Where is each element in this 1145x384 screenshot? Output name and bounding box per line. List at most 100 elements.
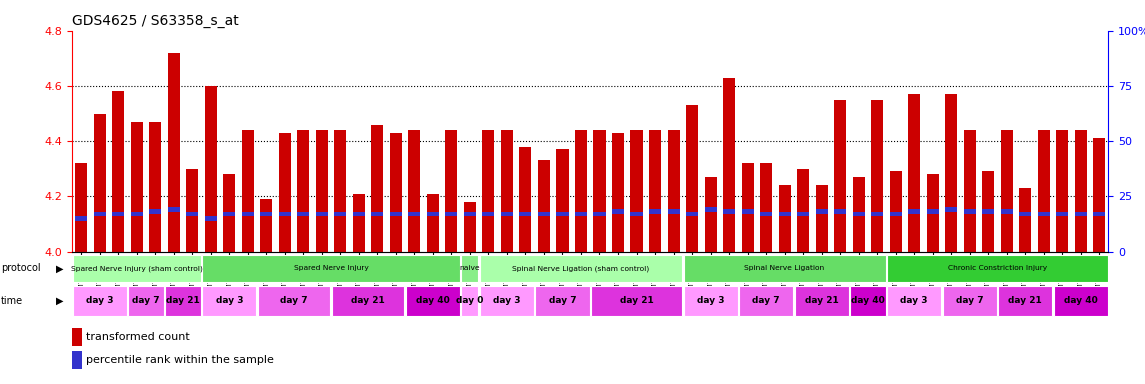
Bar	[686, 212, 698, 217]
Bar	[131, 212, 143, 217]
Bar	[520, 212, 531, 217]
Text: time: time	[1, 296, 23, 306]
Bar	[1056, 130, 1068, 252]
Bar	[536, 286, 590, 316]
Text: Chronic Constriction Injury: Chronic Constriction Injury	[948, 265, 1047, 271]
Bar	[795, 286, 848, 316]
Bar	[353, 212, 365, 217]
Bar	[760, 212, 772, 217]
Bar	[926, 209, 939, 214]
Bar	[223, 212, 236, 217]
Bar	[982, 172, 994, 252]
Bar	[556, 212, 569, 217]
Bar	[722, 78, 735, 252]
Bar	[871, 212, 883, 217]
Bar	[371, 212, 384, 217]
Bar	[427, 194, 439, 252]
Bar	[704, 207, 717, 212]
Bar	[332, 286, 404, 316]
Bar	[684, 255, 885, 282]
Bar	[649, 209, 661, 214]
Bar	[168, 207, 180, 212]
Bar	[668, 209, 679, 214]
Bar	[631, 212, 642, 217]
Text: Spared Nerve Injury (sham control): Spared Nerve Injury (sham control)	[71, 265, 203, 271]
Bar	[409, 212, 420, 217]
Bar	[964, 130, 976, 252]
Bar	[371, 124, 384, 252]
Bar	[631, 130, 642, 252]
Bar	[611, 133, 624, 252]
Text: day 40: day 40	[1064, 296, 1097, 305]
Bar	[1093, 138, 1105, 252]
Bar	[298, 212, 309, 217]
Bar	[409, 130, 420, 252]
Bar	[779, 185, 790, 252]
Bar	[1037, 212, 1050, 217]
Bar	[242, 212, 254, 217]
Bar	[684, 286, 737, 316]
Bar	[149, 209, 161, 214]
Bar	[168, 53, 180, 252]
Bar	[611, 209, 624, 214]
Bar	[334, 130, 347, 252]
Bar	[112, 91, 125, 252]
Bar	[1037, 130, 1050, 252]
Bar	[982, 209, 994, 214]
Bar	[480, 286, 534, 316]
Bar	[1093, 212, 1105, 217]
Bar	[945, 207, 957, 212]
Bar	[1056, 212, 1068, 217]
Bar	[520, 147, 531, 252]
Text: naive: naive	[459, 265, 480, 271]
Bar	[502, 130, 513, 252]
Text: day 40: day 40	[851, 296, 885, 305]
Bar	[593, 130, 606, 252]
Bar	[128, 286, 164, 316]
Text: protocol: protocol	[1, 263, 41, 273]
Bar	[593, 212, 606, 217]
Bar	[187, 169, 198, 252]
Text: day 7: day 7	[752, 296, 780, 305]
Text: GDS4625 / S63358_s_at: GDS4625 / S63358_s_at	[72, 14, 239, 28]
Bar	[131, 122, 143, 252]
Bar	[853, 212, 864, 217]
Bar	[575, 130, 587, 252]
Bar	[260, 199, 273, 252]
Text: day 21: day 21	[352, 296, 385, 305]
Bar	[482, 130, 495, 252]
Text: day 40: day 40	[416, 296, 450, 305]
Bar	[406, 286, 460, 316]
Bar	[1075, 130, 1087, 252]
Bar	[815, 185, 828, 252]
Bar	[797, 169, 810, 252]
Bar	[1001, 130, 1012, 252]
Bar	[779, 212, 790, 217]
Bar	[94, 212, 105, 217]
Text: transformed count: transformed count	[86, 332, 190, 342]
Bar	[686, 105, 698, 252]
Text: Spinal Nerve Ligation: Spinal Nerve Ligation	[744, 265, 824, 271]
Bar	[945, 94, 957, 252]
Bar	[890, 212, 901, 217]
Bar	[187, 212, 198, 217]
Bar	[739, 286, 793, 316]
Bar	[461, 255, 479, 282]
Bar	[427, 212, 439, 217]
Bar	[704, 177, 717, 252]
Bar	[964, 209, 976, 214]
Text: day 21: day 21	[805, 296, 838, 305]
Text: day 7: day 7	[281, 296, 308, 305]
Bar	[742, 163, 753, 252]
Text: day 21: day 21	[166, 296, 200, 305]
Bar	[871, 100, 883, 252]
Bar	[73, 255, 200, 282]
Text: day 21: day 21	[1009, 296, 1042, 305]
Bar	[998, 286, 1052, 316]
Bar	[797, 212, 810, 217]
Bar	[556, 149, 569, 252]
Bar	[464, 212, 476, 217]
Bar	[760, 163, 772, 252]
Bar	[390, 212, 402, 217]
Bar	[279, 133, 291, 252]
